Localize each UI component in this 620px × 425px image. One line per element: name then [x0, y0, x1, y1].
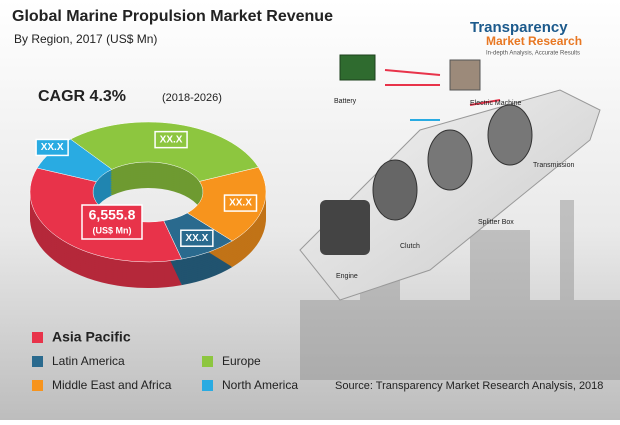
legend-swatch [202, 380, 213, 391]
annotation: Engine [336, 273, 358, 280]
slice [70, 121, 259, 182]
value-label: XX.X [160, 134, 183, 145]
value-label-box [223, 194, 258, 212]
logo-sub: Market Research [486, 34, 582, 48]
value-label-box [180, 229, 214, 247]
value-label-box [81, 204, 143, 240]
title: Global Marine Propulsion Market Revenue [12, 8, 333, 25]
ship-silhouette [300, 200, 620, 380]
legend-swatch [32, 380, 43, 391]
subtitle: By Region, 2017 (US$ Mn) [14, 32, 157, 46]
legend-label: Europe [222, 354, 261, 368]
annotation: Splitter Box [478, 219, 514, 226]
legend: Asia Pacific Latin America Middle East and… [32, 329, 298, 392]
unit-label: (US$ Mn) [93, 225, 132, 235]
boat-diagram [299, 54, 601, 301]
annotation: Clutch [400, 243, 420, 250]
source: Source: Transparency Market Research Ana… [335, 380, 603, 392]
legend-swatch [32, 356, 43, 367]
legend-label: Middle East and Africa [52, 378, 172, 392]
annotation: Transmission [533, 162, 574, 169]
value-label-box [154, 130, 188, 149]
value-label: XX.X [229, 198, 252, 209]
value-label: XX.X [185, 233, 208, 244]
value-label-box [35, 138, 69, 157]
legend-swatch [32, 332, 43, 343]
legend-swatch [202, 356, 213, 367]
logo-tagline: In-depth Analysis, Accurate Results [486, 51, 580, 57]
annotation: Battery [334, 98, 357, 105]
value-label: 6,555.8 [89, 207, 136, 223]
legend-label: North America [222, 378, 298, 392]
cagr: CAGR 4.3% [38, 88, 126, 105]
cagr-period: (2018-2026) [162, 92, 222, 104]
annotation: Electric Machine [470, 100, 521, 107]
legend-label: Asia Pacific [52, 329, 131, 345]
legend-label: Latin America [52, 354, 125, 368]
value-label: XX.X [41, 142, 64, 153]
logo-name: Transparency [470, 19, 568, 36]
donut-chart: 6,555.8 (US$ Mn) XX.X XX.X XX.X XX.X [29, 121, 267, 288]
